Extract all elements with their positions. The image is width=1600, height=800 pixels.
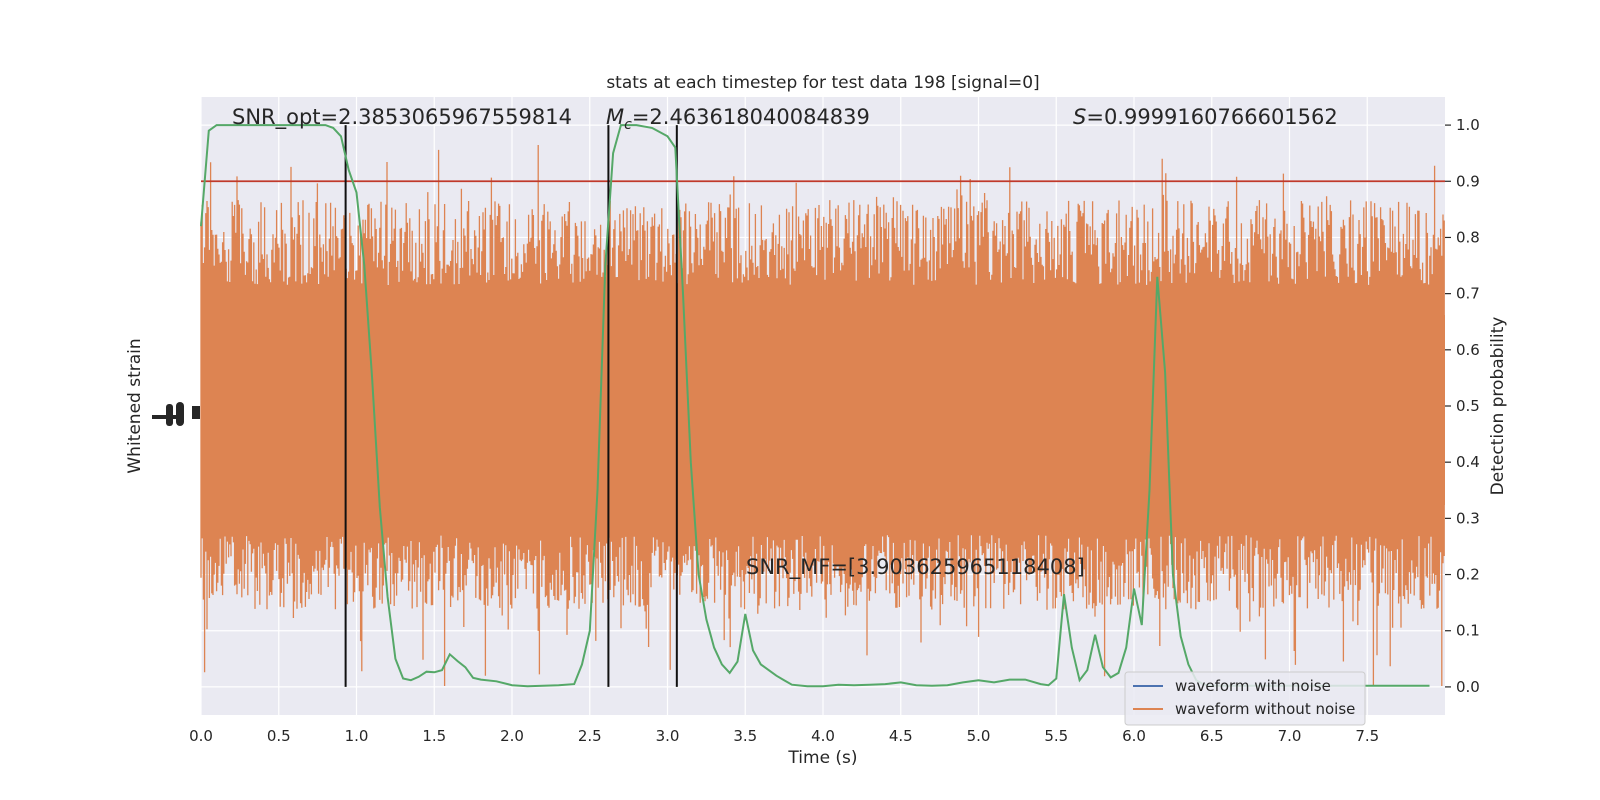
x-tick-label: 2.0 bbox=[500, 727, 524, 745]
mc-annotation: Mc=2.463618040084839 bbox=[606, 105, 870, 133]
snr-opt-annotation: SNR_opt=2.3853065967559814 bbox=[232, 105, 572, 130]
x-tick-label: 7.5 bbox=[1355, 727, 1379, 745]
y-tick-label: 0.6 bbox=[1456, 341, 1480, 359]
x-tick-label: 1.0 bbox=[345, 727, 369, 745]
x-tick-label: 7.0 bbox=[1278, 727, 1302, 745]
left-axis-tick-cluster bbox=[152, 402, 200, 426]
y-tick-label: 0.3 bbox=[1456, 509, 1480, 527]
y-tick-label: 0.7 bbox=[1456, 285, 1480, 303]
y-right-axis-label: Detection probability bbox=[1488, 317, 1508, 496]
legend: waveform with noise waveform without noi… bbox=[1124, 671, 1366, 726]
x-tick-label: 2.5 bbox=[578, 727, 602, 745]
y-tick-label: 0.5 bbox=[1456, 397, 1480, 415]
x-tick-label: 6.0 bbox=[1122, 727, 1146, 745]
y-tick-label: 0.9 bbox=[1456, 172, 1480, 190]
x-tick-label: 4.5 bbox=[889, 727, 913, 745]
x-tick-label: 1.5 bbox=[422, 727, 446, 745]
y-tick-label: 0.0 bbox=[1456, 678, 1480, 696]
x-axis-label: Time (s) bbox=[787, 748, 857, 768]
y-tick-label: 1.0 bbox=[1456, 116, 1480, 134]
y-tick-label: 0.8 bbox=[1456, 228, 1480, 246]
x-tick-label: 5.5 bbox=[1044, 727, 1068, 745]
waveform-without-noise-series bbox=[200, 145, 1445, 686]
s-annotation: S=0.9999160766601562 bbox=[1073, 105, 1338, 129]
x-tick-label: 0.0 bbox=[189, 727, 213, 745]
x-axis-ticks: 0.0 0.5 1.0 1.5 2.0 2.5 3.0 3.5 4.0 4.5 5.0 5.5 6.0 6… bbox=[189, 727, 1379, 745]
y-tick-label: 0.2 bbox=[1456, 566, 1480, 584]
detection-probability-series bbox=[200, 124, 1430, 688]
x-tick-label: 4.0 bbox=[811, 727, 835, 745]
chart-title: stats at each timestep for test data 198… bbox=[606, 73, 1039, 93]
snr-mf-annotation: SNR_MF=[3.903625965118408] bbox=[746, 555, 1085, 580]
x-tick-label: 3.5 bbox=[733, 727, 757, 745]
detection-probability-line bbox=[200, 124, 1430, 688]
y-tick-label: 0.1 bbox=[1456, 622, 1480, 640]
x-tick-label: 5.0 bbox=[967, 727, 991, 745]
x-tick-label: 0.5 bbox=[267, 727, 291, 745]
y-right-axis-ticks: 0.0 0.1 0.2 0.3 0.4 0.5 0.6 0.7 0.8 0.9 1.0 bbox=[1445, 116, 1480, 696]
legend-box bbox=[1124, 671, 1366, 726]
x-tick-label: 3.0 bbox=[656, 727, 680, 745]
y-tick-label: 0.4 bbox=[1456, 453, 1480, 471]
legend-label-with-noise: waveform with noise bbox=[1175, 677, 1331, 695]
legend-label-without-noise: waveform without noise bbox=[1175, 700, 1355, 718]
waveform-spikes bbox=[200, 145, 1445, 686]
y-left-axis-label: Whitened strain bbox=[125, 338, 145, 473]
x-tick-label: 6.5 bbox=[1200, 727, 1224, 745]
